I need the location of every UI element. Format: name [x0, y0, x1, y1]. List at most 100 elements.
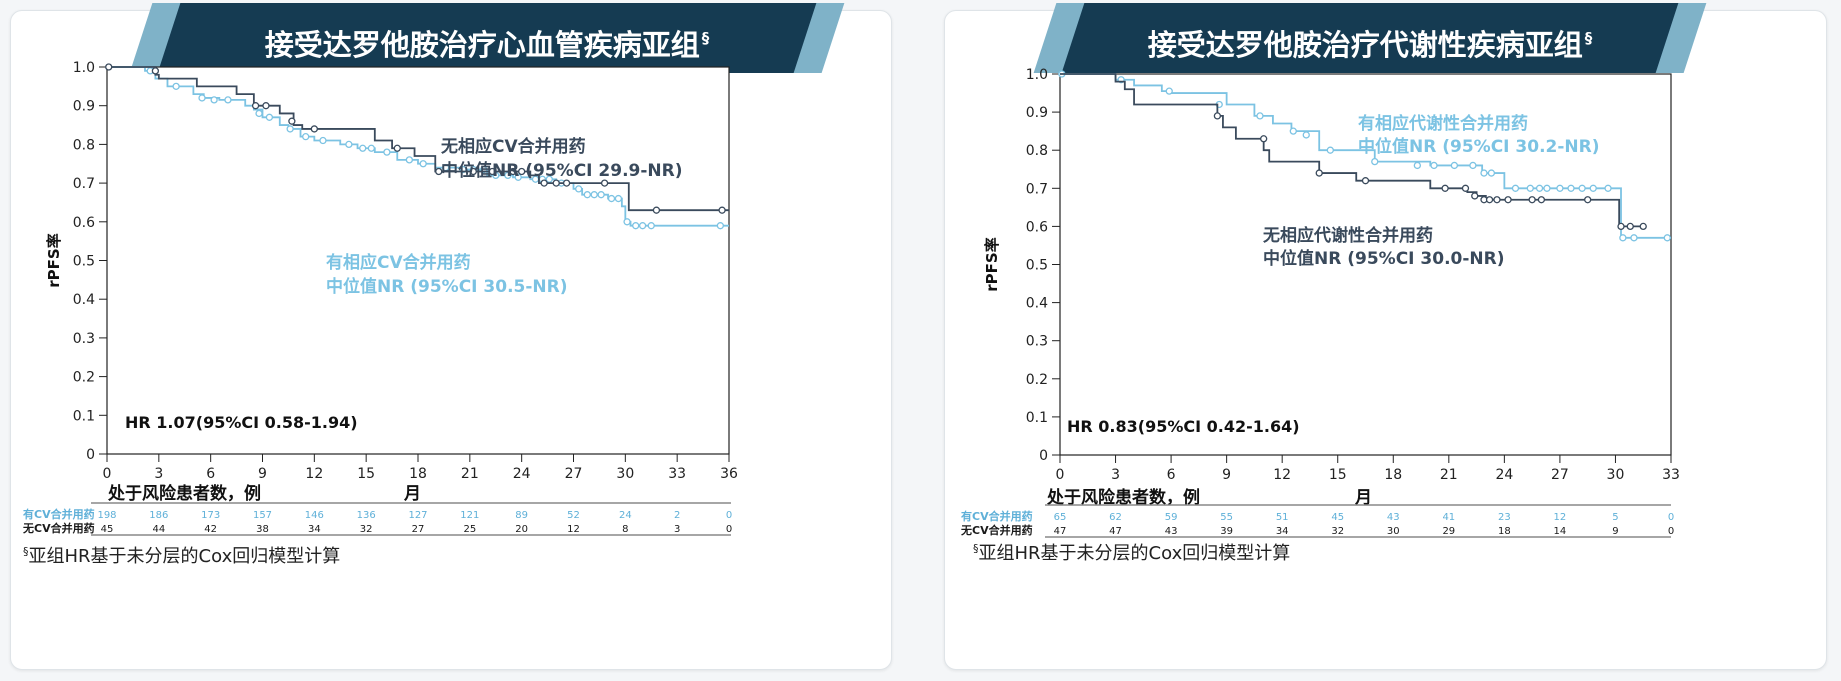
series-label: 有相应CV合并用药	[326, 252, 471, 273]
y-tick-label: 0.5	[1026, 258, 1048, 274]
censor-mark	[652, 206, 661, 214]
censor-mark	[1639, 222, 1647, 231]
censor-mark	[1537, 196, 1546, 204]
censor-mark	[1630, 234, 1638, 242]
risk-value: 0	[1668, 526, 1674, 537]
x-tick-label: 27	[565, 466, 583, 482]
censor-mark	[1485, 196, 1494, 204]
risk-value: 59	[1165, 512, 1178, 523]
censor-mark	[435, 167, 443, 176]
risk-value: 34	[1276, 526, 1289, 537]
series-median-label: 中位值NR (95%CI 29.9-NR)	[441, 160, 683, 181]
risk-value: 38	[256, 524, 269, 535]
risk-value: 14	[1554, 526, 1567, 537]
risk-value: 27	[412, 524, 425, 535]
censor-mark	[1511, 184, 1520, 192]
censor-mark	[509, 167, 517, 176]
y-tick-label: 0.4	[73, 292, 95, 308]
x-tick-label: 30	[1607, 467, 1625, 483]
censor-mark	[518, 167, 526, 176]
risk-value: 8	[622, 524, 628, 535]
risk-value: 52	[567, 510, 580, 521]
risk-table: 有CV合并用药 65 62 59 55 51 45 43 41 23 12 5 0 无CV合并用药 47 47…	[960, 504, 1674, 538]
censor-mark	[302, 133, 310, 141]
risk-value: 20	[515, 524, 528, 535]
x-axis-label: 月	[1354, 488, 1372, 508]
x-tick-label: 12	[305, 466, 323, 482]
y-tick-label: 0.7	[73, 176, 95, 192]
y-axis: 0 0.1 0.2 0.3 0.4 0.5 0.6 0.7 0.8 0.9 1.0	[73, 60, 107, 463]
risk-value: 186	[149, 510, 168, 521]
censor-mark	[1535, 184, 1544, 192]
censor-mark	[1165, 87, 1173, 95]
x-axis: 0 3 6 9 12 15 18 21 24 27 30 33	[1056, 455, 1680, 483]
risk-value: 55	[1220, 512, 1233, 523]
censor-mark	[262, 102, 270, 110]
risk-value: 198	[97, 510, 116, 521]
risk-row-label: 无CV合并用药	[960, 523, 1033, 537]
censor-mark	[1584, 196, 1592, 204]
y-tick-label: 0.9	[73, 99, 95, 115]
risk-value: 2	[674, 510, 680, 521]
series-line	[1060, 73, 1644, 228]
censor-mark	[319, 136, 327, 145]
y-tick-label: 0.1	[73, 408, 95, 424]
x-axis: 0 3 6 9 12 15 18 21 24 27 30 33 36	[103, 454, 738, 482]
censor-mark	[1480, 169, 1488, 177]
risk-value: 157	[253, 510, 272, 521]
x-tick-label: 0	[1056, 467, 1065, 483]
y-axis: 0 0.1 0.2 0.3 0.4 0.5 0.6 0.7 0.8 0.9 1.0	[1026, 67, 1060, 464]
risk-value: 34	[308, 524, 321, 535]
x-tick-label: 21	[1440, 467, 1458, 483]
censor-mark	[1543, 184, 1551, 192]
footnote: §亚组HR基于未分层的Cox回归模型计算	[23, 545, 341, 567]
risk-value: 0	[1668, 512, 1674, 523]
x-tick-label: 15	[357, 466, 375, 482]
censor-mark	[1567, 184, 1575, 192]
y-tick-label: 0.3	[73, 331, 95, 347]
risk-row-label: 有CV合并用药	[961, 509, 1033, 523]
km-chart-metabolic: 0 0.1 0.2 0.3 0.4 0.5 0.6 0.7 0.8 0.9 1.0 0 3 6 9 12 15 1…	[960, 67, 1680, 538]
x-tick-label: 18	[409, 466, 427, 482]
risk-value: 0	[726, 510, 732, 521]
risk-value: 12	[1554, 512, 1567, 523]
censor-mark	[1260, 135, 1268, 143]
censor-mark	[1604, 184, 1612, 192]
y-tick-label: 1.0	[73, 60, 95, 76]
x-tick-label: 18	[1384, 467, 1402, 483]
censor-mark	[597, 191, 605, 199]
x-tick-label: 9	[258, 466, 267, 482]
censor-mark	[1663, 234, 1671, 242]
censor-mark	[419, 160, 427, 168]
risk-value: 62	[1109, 512, 1122, 523]
x-axis-label: 月	[403, 484, 421, 504]
risk-value: 32	[1331, 526, 1344, 537]
panel-title-banner: 接受达罗他胺治疗代谢性疾病亚组 §	[1033, 3, 1707, 73]
risk-value: 3	[674, 524, 680, 535]
censor-mark	[393, 144, 401, 152]
hr-annotation: HR 1.07(95%CI 0.58-1.94)	[125, 413, 358, 432]
censor-mark	[1619, 234, 1627, 242]
risk-value: 23	[1498, 512, 1511, 523]
censor-mark	[716, 222, 725, 230]
censor-mark	[1469, 161, 1477, 170]
censor-mark	[383, 148, 391, 156]
panel-title-banner: 接受达罗他胺治疗心血管疾病亚组 §	[129, 3, 845, 73]
risk-value: 24	[619, 510, 632, 521]
censor-mark	[1213, 112, 1222, 120]
censor-mark	[1626, 222, 1634, 231]
x-tick-label: 30	[616, 466, 634, 482]
risk-value: 5	[1612, 512, 1618, 523]
censor-mark	[590, 191, 598, 199]
risk-value: 18	[1498, 526, 1511, 537]
censor-mark	[345, 140, 353, 149]
risk-value: 121	[460, 510, 479, 521]
panel-title: 接受达罗他胺治疗代谢性疾病亚组 §	[1147, 28, 1593, 62]
risk-value: 47	[1109, 526, 1122, 537]
censor-mark	[1487, 169, 1496, 177]
censor-mark	[1617, 222, 1625, 231]
